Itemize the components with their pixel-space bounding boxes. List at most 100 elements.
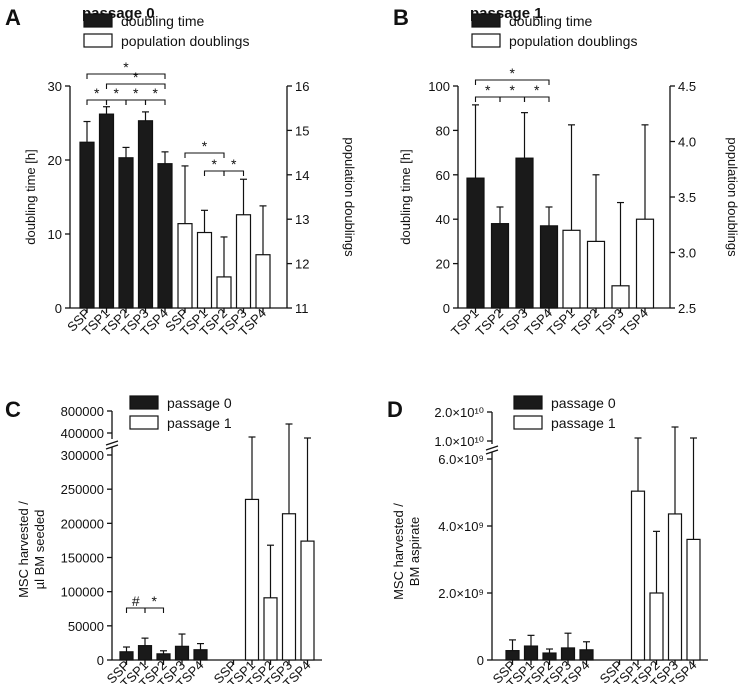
bar bbox=[196, 231, 213, 309]
right-tick-label: 16 bbox=[295, 79, 309, 94]
x-tick-label: TSP2 bbox=[473, 306, 507, 340]
y-tick-label: 100000 bbox=[61, 585, 104, 600]
right-tick-label: 3.0 bbox=[678, 246, 696, 261]
legend-label: passage 0 bbox=[167, 395, 232, 411]
bar bbox=[539, 225, 559, 309]
legend-label: passage 1 bbox=[551, 415, 616, 431]
y-axis-label-line: µl BM seeded bbox=[32, 510, 47, 590]
legend-label: passage 0 bbox=[551, 395, 616, 411]
significance-label: * bbox=[510, 82, 516, 98]
y-axis-label: MSC harvested /µl BM seeded bbox=[16, 501, 47, 598]
bar bbox=[630, 490, 646, 661]
bar bbox=[635, 218, 655, 309]
x-tick-label: TSP1 bbox=[448, 306, 482, 340]
bar bbox=[281, 513, 297, 661]
legend-label: population doublings bbox=[121, 33, 249, 49]
y-tick-label: 40 bbox=[436, 212, 450, 227]
bar bbox=[667, 513, 683, 661]
bar bbox=[157, 163, 173, 309]
right-axis-label: population doublings bbox=[725, 137, 740, 257]
legend-swatch bbox=[513, 415, 543, 430]
right-tick-label: 2.5 bbox=[678, 301, 696, 316]
legend-swatch bbox=[83, 33, 113, 48]
right-tick-label: 14 bbox=[295, 168, 309, 183]
legend-swatch bbox=[83, 13, 113, 28]
axis-break-mark bbox=[105, 440, 119, 446]
bar bbox=[244, 498, 260, 661]
panel-letter: C bbox=[5, 397, 21, 422]
bar bbox=[300, 540, 315, 661]
y-tick-label: 200000 bbox=[61, 516, 104, 531]
x-tick-label: TSP4 bbox=[618, 306, 652, 340]
y-tick-label: 60 bbox=[436, 168, 450, 183]
bar bbox=[263, 597, 278, 661]
bar bbox=[586, 240, 606, 309]
y-tick-label: 50000 bbox=[68, 619, 104, 634]
right-tick-label: 13 bbox=[295, 212, 309, 227]
bar bbox=[490, 223, 510, 309]
x-tick-label: TSP2 bbox=[569, 306, 603, 340]
bar bbox=[562, 229, 581, 309]
axis-break-mark bbox=[485, 449, 499, 455]
panel-letter: B bbox=[393, 5, 409, 30]
y-tick-label: 4.0×10⁹ bbox=[438, 519, 484, 534]
significance-label: * bbox=[202, 138, 208, 154]
y-tick-label: 2.0×10¹⁰ bbox=[434, 405, 484, 420]
significance-label: * bbox=[510, 65, 516, 81]
legend-swatch bbox=[471, 33, 501, 48]
x-tick-label: TSP3 bbox=[593, 306, 627, 340]
bar bbox=[177, 223, 193, 309]
bar bbox=[611, 285, 630, 309]
y-tick-label: 0 bbox=[443, 301, 450, 316]
right-axis-label: population doublings bbox=[342, 137, 357, 257]
y-tick-label: 0 bbox=[55, 301, 62, 316]
y-tick-label: 0 bbox=[97, 653, 104, 668]
y-axis-label: MSC harvested /BM aspirate bbox=[391, 503, 422, 600]
significance-bracket bbox=[144, 99, 166, 105]
y-tick-label: 2.0×10⁹ bbox=[438, 586, 484, 601]
axis-break-mark bbox=[485, 445, 499, 451]
y-axis-label-line: MSC harvested / bbox=[391, 503, 406, 600]
y-tick-label: 20 bbox=[436, 257, 450, 272]
y-axis-label: doubling time [h] bbox=[398, 149, 413, 244]
y-tick-label: 1.0×10¹⁰ bbox=[434, 434, 484, 449]
y-tick-label: 10 bbox=[48, 227, 62, 242]
significance-label: * bbox=[153, 85, 159, 101]
panel-letter: A bbox=[5, 5, 21, 30]
bar bbox=[649, 592, 664, 661]
bar bbox=[235, 214, 252, 309]
y-tick-label: 6.0×10⁹ bbox=[438, 452, 484, 467]
bar bbox=[216, 276, 232, 309]
bar bbox=[515, 157, 534, 309]
y-axis-label-line: MSC harvested / bbox=[16, 501, 31, 598]
significance-label: * bbox=[94, 85, 100, 101]
right-tick-label: 4.0 bbox=[678, 135, 696, 150]
y-tick-label: 100 bbox=[428, 79, 450, 94]
legend-swatch bbox=[471, 13, 501, 28]
y-tick-label: 30 bbox=[48, 79, 62, 94]
significance-label: * bbox=[123, 59, 129, 75]
significance-bracket bbox=[523, 96, 550, 102]
bar bbox=[466, 177, 485, 309]
significance-label: * bbox=[212, 156, 218, 172]
right-tick-label: 4.5 bbox=[678, 79, 696, 94]
bar bbox=[98, 113, 115, 309]
legend-label: doubling time bbox=[121, 13, 204, 29]
right-tick-label: 3.5 bbox=[678, 190, 696, 205]
significance-label: * bbox=[133, 85, 139, 101]
significance-label: * bbox=[231, 156, 237, 172]
right-tick-label: 11 bbox=[295, 301, 309, 316]
bar bbox=[79, 141, 95, 309]
y-tick-label: 300000 bbox=[61, 448, 104, 463]
bar bbox=[137, 120, 154, 309]
panel-letter: D bbox=[387, 397, 403, 422]
significance-bracket bbox=[86, 73, 166, 79]
y-tick-label: 20 bbox=[48, 153, 62, 168]
y-tick-label: 0 bbox=[477, 653, 484, 668]
y-tick-label: 150000 bbox=[61, 551, 104, 566]
x-tick-label: TSP3 bbox=[497, 306, 531, 340]
